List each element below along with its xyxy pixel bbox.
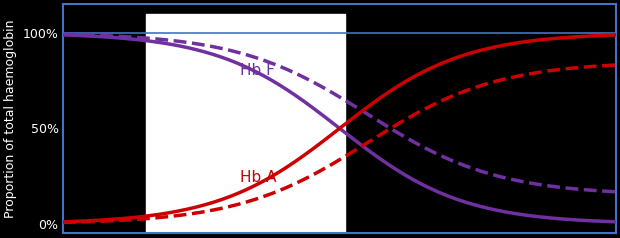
Y-axis label: Proportion of total haemoglobin: Proportion of total haemoglobin [4, 20, 17, 218]
Bar [146, 14, 345, 233]
Text: Hb F: Hb F [240, 63, 275, 78]
Text: Hb A: Hb A [240, 170, 277, 185]
